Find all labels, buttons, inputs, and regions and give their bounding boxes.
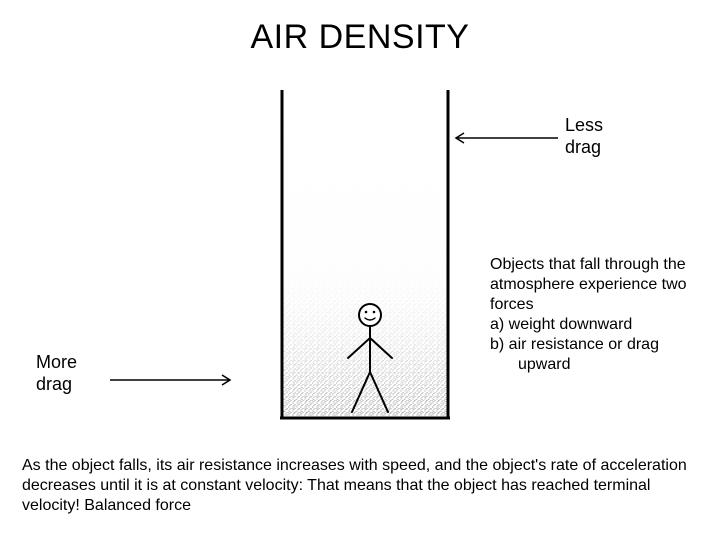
- more-drag-text: More drag: [36, 352, 77, 395]
- more-drag-label: More drag: [36, 352, 77, 395]
- column-svg: [280, 90, 450, 420]
- air-column-diagram: [280, 90, 450, 420]
- less-drag-text: Less drag: [565, 115, 603, 158]
- page-title: AIR DENSITY: [0, 18, 720, 57]
- bottom-paragraph: As the object falls, its air resistance …: [22, 456, 702, 516]
- forces-item-b-line2: upward: [490, 355, 710, 375]
- forces-intro: Objects that fall through the atmosphere…: [490, 255, 710, 315]
- less-drag-label: Less drag: [565, 115, 603, 158]
- forces-item-a: a) weight downward: [490, 315, 710, 335]
- more-drag-arrow-icon: [108, 373, 238, 387]
- less-drag-arrow-icon: [450, 131, 560, 145]
- forces-item-b-line1: b) air resistance or drag: [490, 335, 710, 355]
- forces-text-block: Objects that fall through the atmosphere…: [490, 255, 710, 375]
